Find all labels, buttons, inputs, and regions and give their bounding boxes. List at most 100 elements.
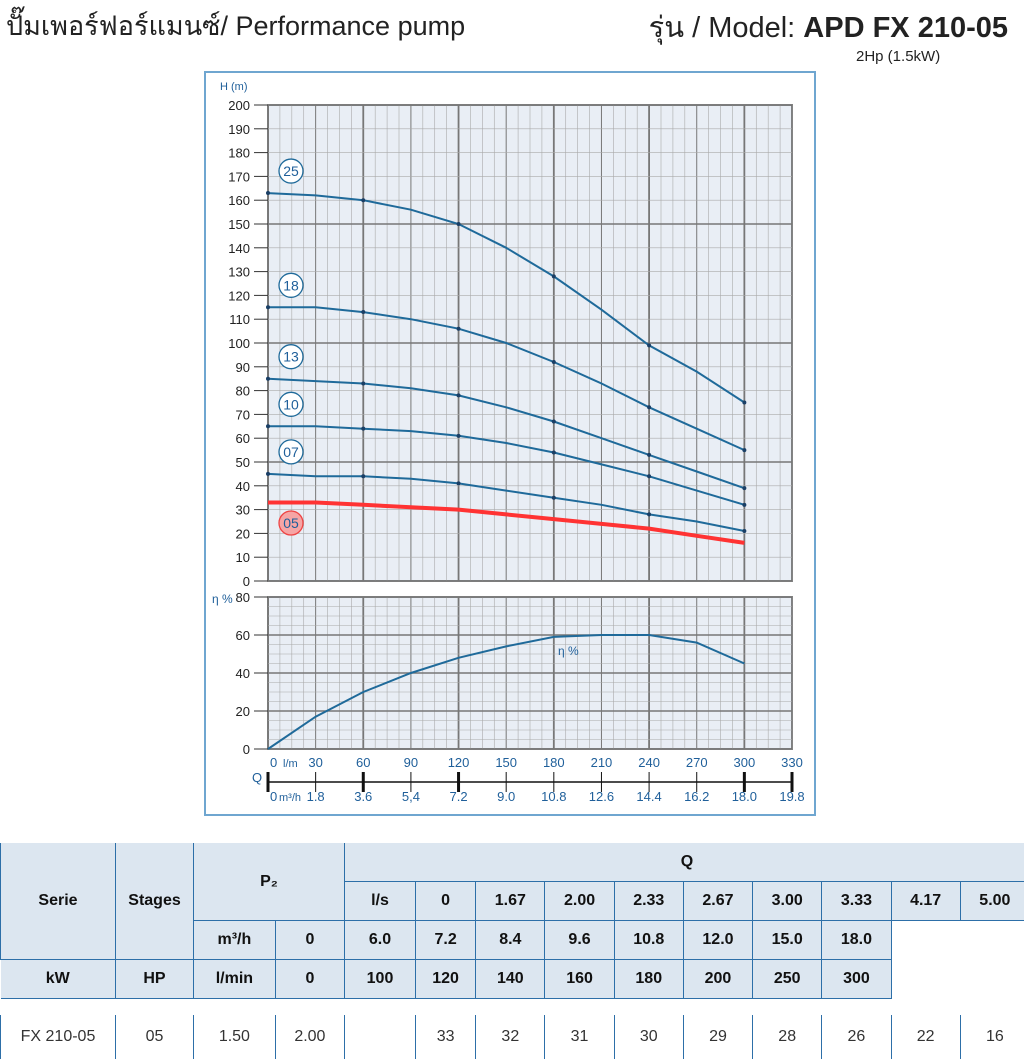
curve-point [647, 453, 651, 457]
q-m3h-tick-label: 9.0 [497, 789, 515, 804]
y-tick-label: 100 [228, 336, 250, 351]
cell-kw: 1.50 [194, 1015, 276, 1059]
q-lmin-tick-label: 180 [543, 755, 565, 770]
header-ls: l/s [345, 882, 416, 921]
q-m3h-tick-label: 1.8 [307, 789, 325, 804]
y-tick-label: 40 [236, 666, 250, 681]
cell-ls: 3.33 [822, 882, 891, 921]
q-m3h-tick-label: 0 [270, 789, 277, 804]
y-axis-label-eff: η % [212, 592, 233, 606]
header-p2: P₂ [194, 843, 345, 921]
stage-label: 25 [283, 163, 299, 179]
curve-point [742, 503, 746, 507]
y-tick-label: 200 [228, 98, 250, 113]
y-tick-label: 190 [228, 122, 250, 137]
q-m3h-tick-label: 5,4 [402, 789, 420, 804]
cell-hp: 2.00 [275, 1015, 344, 1059]
cell-ls: 5.00 [960, 882, 1024, 921]
cell-ls: 2.67 [683, 882, 752, 921]
q-lmin-tick-label: 300 [734, 755, 756, 770]
y-tick-label: 80 [236, 590, 250, 605]
cell-lmin: 180 [614, 960, 683, 999]
cell-m3h: 10.8 [614, 921, 683, 960]
curve-point [552, 450, 556, 454]
cell-m3h: 7.2 [416, 921, 476, 960]
y-tick-label: 90 [236, 360, 250, 375]
curve-point [647, 405, 651, 409]
y-tick-label: 70 [236, 407, 250, 422]
curve-point [361, 381, 365, 385]
y-tick-label: 180 [228, 146, 250, 161]
curve-point [552, 496, 556, 500]
y-tick-label: 160 [228, 193, 250, 208]
q-axis-label: Q [252, 770, 262, 785]
curve-point [266, 191, 270, 195]
efficiency-label: η % [558, 644, 579, 658]
q-lmin-tick-label: 150 [495, 755, 517, 770]
cell-lmin: 200 [683, 960, 752, 999]
header-serie: Serie [1, 843, 116, 960]
stage-label: 05 [283, 515, 299, 531]
cell-head: 16 [960, 1015, 1024, 1059]
q-m3h-tick-label: 19.8 [779, 789, 804, 804]
q-lmin-tick-label: 30 [308, 755, 322, 770]
stage-label: 13 [283, 349, 299, 365]
cell-stages: 05 [116, 1015, 194, 1059]
cell-ls: 2.00 [545, 882, 614, 921]
q-m3h-tick-label: 12.6 [589, 789, 614, 804]
cell-lmin: 250 [753, 960, 822, 999]
y-tick-label: 40 [236, 479, 250, 494]
stage-label: 07 [283, 444, 299, 460]
y-tick-label: 20 [236, 526, 250, 541]
cell-ls: 4.17 [891, 882, 960, 921]
cell-ls: 0 [416, 882, 476, 921]
y-tick-label: 140 [228, 241, 250, 256]
cell-m3h: 8.4 [476, 921, 545, 960]
curve-point [266, 377, 270, 381]
curve-point [742, 448, 746, 452]
y-tick-label: 150 [228, 217, 250, 232]
cell-lmin: 0 [275, 960, 344, 999]
q-lmin-tick-label: 330 [781, 755, 803, 770]
q-m3h-tick-label: 10.8 [541, 789, 566, 804]
y-tick-label: 20 [236, 704, 250, 719]
q-m3h-tick-label: 7.2 [450, 789, 468, 804]
cell-ls: 3.00 [753, 882, 822, 921]
y-tick-label: 80 [236, 384, 250, 399]
curve-point [457, 481, 461, 485]
header-lmin: l/min [194, 960, 276, 999]
curve-point [457, 222, 461, 226]
y-tick-label: 0 [243, 574, 250, 589]
curve-point [647, 343, 651, 347]
y-tick-label: 0 [243, 742, 250, 757]
y-tick-label: 10 [236, 550, 250, 565]
curve-point [552, 360, 556, 364]
q-lmin-tick-label: 210 [591, 755, 613, 770]
header-q: Q [345, 843, 1024, 882]
cell-m3h: 15.0 [753, 921, 822, 960]
q-m3h-tick-label: 14.4 [636, 789, 661, 804]
curve-point [266, 472, 270, 476]
y-axis-label-head: H (m) [220, 81, 248, 93]
curve-point [361, 427, 365, 431]
cell-head: 28 [753, 1015, 822, 1059]
cell-head: 33 [416, 1015, 476, 1059]
cell-lmin: 120 [416, 960, 476, 999]
curve-point [361, 474, 365, 478]
curve-point [742, 401, 746, 405]
y-tick-label: 170 [228, 169, 250, 184]
curve-point [361, 198, 365, 202]
curve-point [552, 420, 556, 424]
cell-lmin: 160 [545, 960, 614, 999]
y-tick-label: 110 [229, 312, 250, 327]
q-lmin-tick-label: 270 [686, 755, 708, 770]
y-tick-label: 60 [236, 628, 250, 643]
curve-point [552, 274, 556, 278]
cell-m3h: 12.0 [683, 921, 752, 960]
cell-lmin: 300 [822, 960, 891, 999]
cell-head: 32 [476, 1015, 545, 1059]
curve-point [457, 327, 461, 331]
stage-label: 18 [283, 277, 299, 293]
